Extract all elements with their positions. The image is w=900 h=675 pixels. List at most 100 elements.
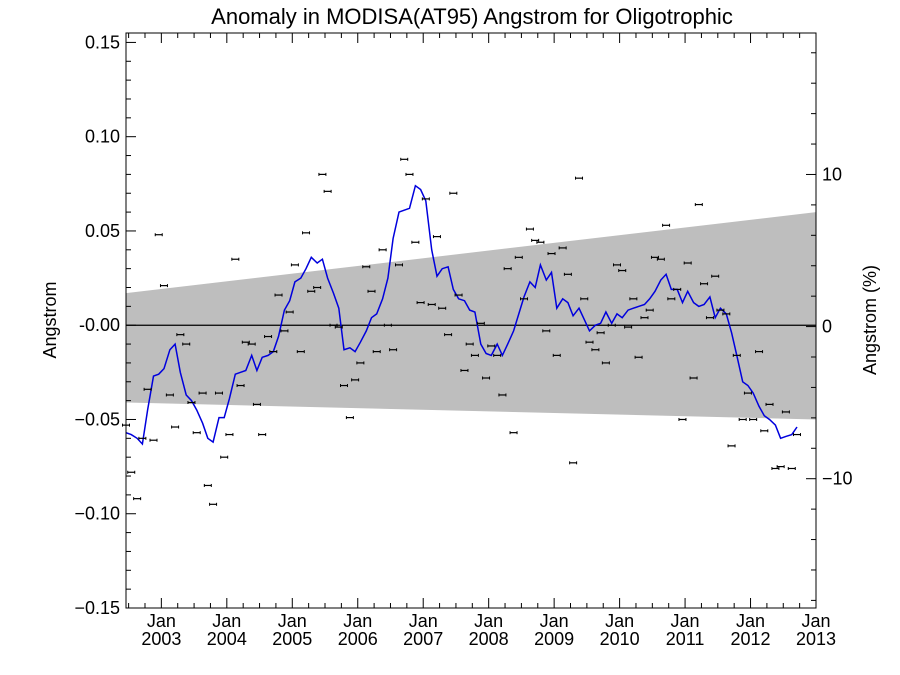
- data-point: [558, 246, 567, 250]
- data-point: [165, 393, 174, 397]
- x-tick-year: 2008: [469, 629, 509, 649]
- data-point: [678, 417, 687, 421]
- data-point: [689, 376, 698, 380]
- data-point: [542, 329, 551, 333]
- data-point: [290, 263, 299, 267]
- x-tick-year: 2010: [600, 629, 640, 649]
- data-point: [493, 353, 502, 357]
- data-point: [329, 323, 338, 327]
- data-point: [694, 203, 703, 207]
- y-axis-label: Angstrom: [40, 281, 60, 358]
- data-point: [269, 350, 278, 354]
- data-point: [700, 282, 709, 286]
- x-tick-year: 2011: [666, 629, 705, 649]
- x-tick-year: 2006: [338, 629, 378, 649]
- data-point: [302, 231, 311, 235]
- data-point: [182, 342, 191, 346]
- data-point: [776, 465, 785, 469]
- y-tick-label: −0.10: [74, 504, 120, 524]
- data-point: [547, 252, 556, 256]
- data-point: [465, 342, 474, 346]
- data-point: [203, 483, 212, 487]
- data-point: [591, 348, 600, 352]
- x-tick-month: Jan: [474, 611, 503, 631]
- data-point: [231, 257, 240, 261]
- data-point: [241, 340, 250, 344]
- data-point: [225, 433, 234, 437]
- data-point: [318, 172, 327, 176]
- data-point: [498, 393, 507, 397]
- x-tick-month: Jan: [736, 611, 765, 631]
- data-point: [389, 348, 398, 352]
- x-tick-month: Jan: [409, 611, 438, 631]
- data-point: [673, 287, 682, 291]
- data-point: [781, 410, 790, 414]
- data-point: [438, 306, 447, 310]
- data-point: [449, 191, 458, 195]
- data-point: [563, 272, 572, 276]
- data-point: [421, 197, 430, 201]
- confidence-band-layer: [126, 212, 816, 420]
- data-point: [732, 353, 741, 357]
- y-tick-label: 0.10: [85, 127, 120, 147]
- data-point: [771, 466, 780, 470]
- data-point: [640, 316, 649, 320]
- data-point: [760, 429, 769, 433]
- data-point: [367, 289, 376, 293]
- y2-tick-label: 0: [822, 317, 832, 337]
- data-point: [280, 329, 289, 333]
- axis-ticks-layer: 0.15 0.10 0.05 -0.00 −0.05 −0.10 −0.15 10 0 −10 Ja…: [74, 32, 852, 649]
- x-tick-month: Jan: [605, 611, 634, 631]
- data-point: [138, 436, 147, 440]
- data-point: [339, 384, 348, 388]
- data-point: [133, 497, 142, 501]
- data-point: [236, 384, 245, 388]
- data-point: [209, 502, 218, 506]
- y2-axis-label: Angstrom (%): [860, 265, 880, 375]
- data-point: [656, 257, 665, 261]
- data-point: [787, 466, 796, 470]
- x-tick-year: 2003: [141, 629, 181, 649]
- data-point: [171, 425, 180, 429]
- data-point: [716, 308, 725, 312]
- data-point: [149, 438, 158, 442]
- data-point: [198, 391, 207, 395]
- data-point: [738, 417, 747, 421]
- data-point: [334, 325, 343, 329]
- data-point: [252, 402, 261, 406]
- data-point: [460, 368, 469, 372]
- trend-line-layer: [125, 184, 798, 446]
- data-point: [351, 378, 360, 382]
- data-point: [159, 284, 168, 288]
- data-point: [525, 227, 534, 231]
- data-point: [645, 308, 654, 312]
- data-point: [214, 391, 223, 395]
- data-point: [629, 297, 638, 301]
- data-point: [683, 261, 692, 265]
- data-point: [285, 310, 294, 314]
- data-point: [520, 297, 529, 301]
- data-point: [264, 335, 273, 339]
- x-tick-year: 2005: [272, 629, 312, 649]
- chart-title: Anomaly in MODISA(AT95) Angstrom for Oli…: [211, 4, 733, 29]
- data-point: [220, 455, 229, 459]
- y-tick-label: -0.00: [79, 315, 120, 335]
- data-point: [552, 353, 561, 357]
- data-point: [470, 353, 479, 357]
- data-point: [127, 470, 136, 474]
- data-point: [607, 323, 616, 327]
- data-point: [580, 297, 589, 301]
- data-point: [514, 255, 523, 259]
- data-point: [749, 417, 758, 421]
- x-tick-month: Jan: [212, 611, 241, 631]
- data-point: [634, 355, 643, 359]
- data-point: [722, 312, 731, 316]
- data-point: [793, 433, 802, 437]
- data-point: [743, 391, 752, 395]
- data-point: [427, 302, 436, 306]
- data-point: [727, 444, 736, 448]
- data-point: [378, 248, 387, 252]
- data-point: [187, 401, 196, 405]
- y-tick-label: 0.05: [85, 221, 120, 241]
